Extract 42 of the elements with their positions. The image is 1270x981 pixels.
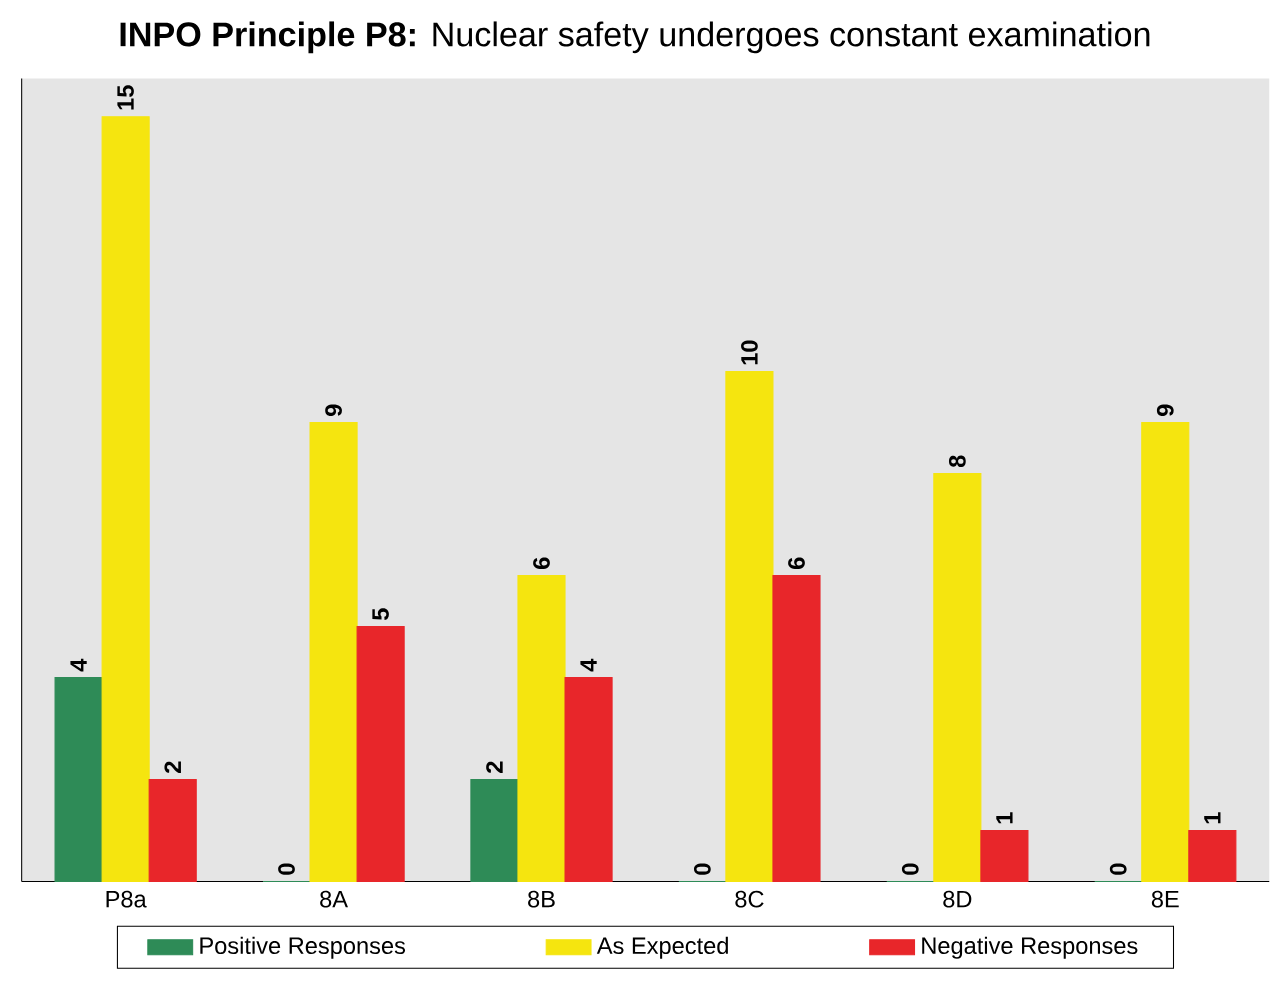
legend-label: As Expected — [596, 936, 728, 959]
x-tick-label: 8A — [320, 890, 348, 908]
data-label: 1 — [1204, 812, 1221, 824]
x-tick-label: 8D — [943, 890, 972, 908]
bar — [1188, 830, 1237, 883]
bar — [933, 473, 982, 883]
data-label: 2 — [164, 761, 181, 773]
data-label: 6 — [533, 557, 550, 570]
bar — [1141, 422, 1190, 883]
data-label: 0 — [278, 863, 295, 875]
data-label: 9 — [1156, 404, 1174, 417]
data-label: 9 — [325, 404, 342, 417]
data-label: 5 — [372, 608, 389, 621]
data-label: 6 — [788, 557, 805, 570]
chart-title: INPO Principle P8: Nuclear safety undergoes constant examination — [120, 21, 1150, 54]
x-tick-label: 8B — [528, 890, 555, 908]
legend-label: Negative Responses — [922, 936, 1138, 959]
bar — [101, 116, 150, 883]
bar — [725, 371, 774, 883]
data-label: 0 — [901, 863, 919, 875]
data-label: 0 — [1109, 863, 1127, 875]
bar — [356, 626, 405, 883]
data-label: 1 — [996, 812, 1013, 824]
data-label: 8 — [948, 455, 966, 468]
bar — [54, 677, 103, 883]
data-label: 15 — [117, 85, 134, 110]
data-label: 0 — [693, 863, 711, 875]
data-label: 10 — [741, 340, 758, 365]
bar — [564, 677, 613, 883]
data-label: 2 — [486, 761, 503, 773]
x-tick-label: 8C — [735, 890, 764, 908]
x-tick-label: P8a — [106, 890, 147, 908]
bar — [470, 779, 519, 883]
bar — [148, 779, 197, 883]
bar — [517, 575, 566, 883]
bar — [980, 830, 1029, 883]
bar — [309, 422, 358, 883]
data-label: 4 — [580, 658, 597, 672]
bar — [772, 575, 821, 883]
x-tick-label: 8E — [1151, 890, 1179, 908]
data-label: 4 — [70, 658, 87, 672]
legend-label: Positive Responses — [200, 936, 406, 959]
